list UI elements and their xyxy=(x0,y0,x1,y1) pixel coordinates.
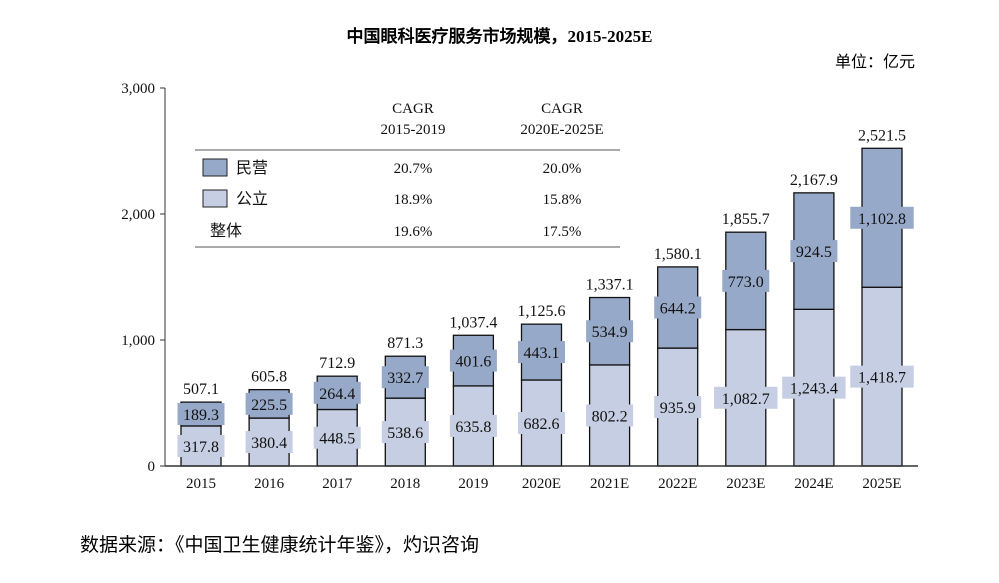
x-tick-label: 2015 xyxy=(186,476,216,492)
data-label: 332.7 xyxy=(387,370,423,387)
data-label: 773.0 xyxy=(728,274,764,291)
x-tick-label: 2022E xyxy=(658,476,697,492)
data-label: 635.8 xyxy=(455,419,491,436)
x-tick-label: 2018 xyxy=(390,476,420,492)
data-label-bg xyxy=(245,392,293,415)
total-label: 2,167.9 xyxy=(790,172,838,189)
data-label: 264.4 xyxy=(319,386,355,403)
total-label: 605.8 xyxy=(251,369,287,386)
data-label-bg xyxy=(782,376,846,399)
data-label-bg xyxy=(654,296,702,319)
x-tick-label: 2020E xyxy=(522,476,561,492)
data-label: 644.2 xyxy=(660,300,696,317)
unit-label: 单位：亿元 xyxy=(834,54,915,71)
data-label-bg xyxy=(381,421,429,444)
data-label-bg xyxy=(449,414,497,437)
total-label: 1,125.6 xyxy=(518,303,566,320)
total-label: 1,337.1 xyxy=(586,277,634,294)
table-cell: 17.5% xyxy=(543,224,582,240)
data-label-bg xyxy=(790,240,838,263)
total-label: 1,580.1 xyxy=(654,246,702,263)
data-label: 935.9 xyxy=(660,400,696,417)
data-label-bg xyxy=(313,381,361,404)
total-label: 1,037.4 xyxy=(449,314,497,331)
data-label-bg xyxy=(177,434,225,457)
data-label-bg xyxy=(722,269,770,292)
source-note: 数据来源：《中国卫生健康统计年鉴》，灼识咨询 xyxy=(80,535,480,556)
data-label: 448.5 xyxy=(319,431,355,448)
data-label-bg xyxy=(381,366,429,389)
table-header: CAGR xyxy=(392,101,434,117)
total-label: 1,855.7 xyxy=(722,211,770,228)
data-label: 1,102.8 xyxy=(858,211,906,228)
data-label: 380.4 xyxy=(251,435,287,452)
data-label: 189.3 xyxy=(183,407,219,424)
data-label: 802.2 xyxy=(592,408,628,425)
total-label: 507.1 xyxy=(183,381,219,398)
data-label-bg xyxy=(714,386,778,409)
x-tick-label: 2021E xyxy=(590,476,629,492)
total-label: 871.3 xyxy=(387,335,423,352)
y-tick-label: 2,000 xyxy=(121,207,155,223)
table-cell: 20.0% xyxy=(543,161,582,177)
table-header: 2015-2019 xyxy=(381,122,446,138)
table-cell: 18.9% xyxy=(394,192,433,208)
y-tick-label: 3,000 xyxy=(121,81,155,97)
data-label-bg xyxy=(313,426,361,449)
y-tick-label: 1,000 xyxy=(121,333,155,349)
data-label: 401.6 xyxy=(455,354,491,371)
total-label: 712.9 xyxy=(319,355,355,372)
data-label-bg xyxy=(586,404,634,427)
table-header: CAGR xyxy=(541,101,583,117)
data-label: 1,243.4 xyxy=(790,381,838,398)
legend-swatch xyxy=(202,158,228,177)
x-tick-label: 2017 xyxy=(322,476,353,492)
legend-swatch xyxy=(202,189,228,208)
data-label-bg xyxy=(850,365,914,388)
table-row-label: 整体 xyxy=(210,222,242,240)
data-label: 1,082.7 xyxy=(722,391,770,408)
data-label: 924.5 xyxy=(796,244,832,261)
data-label-bg xyxy=(518,341,565,364)
data-label-bg xyxy=(449,349,497,372)
data-label-bg xyxy=(245,431,293,454)
data-label: 1,418.7 xyxy=(858,370,906,387)
data-label-bg xyxy=(518,411,565,434)
table-cell: 19.6% xyxy=(394,224,433,240)
total-label: 2,521.5 xyxy=(858,127,906,144)
data-label-bg xyxy=(586,320,634,343)
y-tick-label: 0 xyxy=(148,459,156,475)
legend-label: 民营 xyxy=(236,159,268,177)
data-label-bg xyxy=(654,396,702,419)
x-tick-label: 2019 xyxy=(458,476,488,492)
data-label: 534.9 xyxy=(592,324,628,341)
data-label-bg xyxy=(177,403,225,426)
table-cell: 15.8% xyxy=(543,192,582,208)
data-label: 443.1 xyxy=(524,345,560,362)
x-tick-label: 2024E xyxy=(794,476,833,492)
x-tick-label: 2023E xyxy=(726,476,765,492)
data-label: 682.6 xyxy=(524,416,560,433)
data-label: 317.8 xyxy=(183,439,219,456)
x-tick-label: 2016 xyxy=(254,476,285,492)
data-label: 225.5 xyxy=(251,397,287,414)
table-cell: 20.7% xyxy=(394,161,433,177)
data-label: 538.6 xyxy=(387,425,423,442)
chart-title: 中国眼科医疗服务市场规模，2015-2025E xyxy=(346,27,653,46)
data-label-bg xyxy=(850,206,914,229)
x-tick-label: 2025E xyxy=(862,476,901,492)
table-header: 2020E-2025E xyxy=(520,122,603,138)
legend-label: 公立 xyxy=(236,190,268,208)
